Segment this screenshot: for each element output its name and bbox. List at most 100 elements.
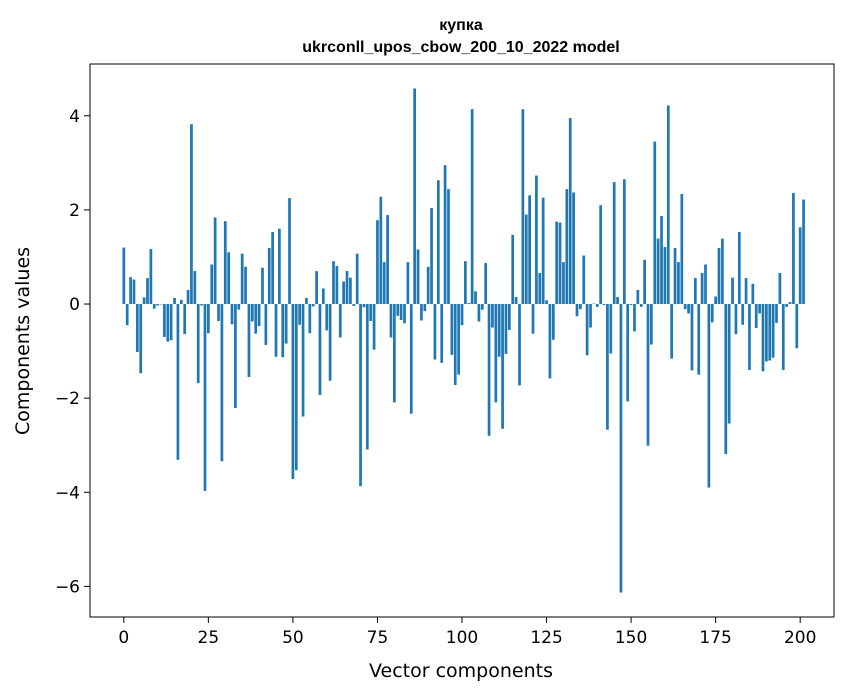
bar-99	[457, 304, 460, 375]
bar-27	[213, 217, 217, 305]
bar-75	[376, 220, 379, 305]
bar-71	[362, 304, 366, 308]
bar-126	[548, 304, 552, 379]
bar-182	[737, 232, 741, 305]
bar-44	[271, 232, 274, 305]
bar-17	[179, 299, 183, 305]
bar-38	[250, 304, 254, 322]
bar-198	[792, 192, 795, 305]
bar-79	[389, 304, 393, 338]
bar-74	[372, 304, 376, 350]
bar-92	[433, 304, 437, 360]
bar-177	[721, 238, 724, 305]
bar-103	[470, 109, 474, 305]
bar-120	[528, 195, 531, 305]
x-axis-label: Vector components	[369, 660, 553, 682]
bar-146	[616, 296, 619, 305]
bar-131	[565, 189, 569, 305]
bar-175	[714, 296, 717, 305]
bar-130	[562, 262, 565, 305]
bar-150	[629, 304, 633, 305]
bar-39	[254, 304, 258, 334]
x-tick-label: 50	[282, 628, 304, 648]
bar-56	[311, 304, 315, 307]
x-tick-label: 100	[446, 628, 478, 648]
bar-59	[321, 288, 325, 305]
bar-29	[220, 304, 224, 462]
bar-190	[765, 304, 768, 362]
bar-41	[261, 267, 264, 305]
bar-96	[447, 189, 450, 305]
bar-116	[514, 296, 518, 305]
bar-63	[335, 265, 339, 305]
bar-159	[660, 216, 663, 305]
bar-0	[122, 247, 126, 305]
bar-7	[146, 278, 149, 305]
bar-87	[416, 249, 420, 305]
bar-83	[403, 304, 406, 324]
bar-85	[409, 304, 413, 414]
bar-22	[196, 304, 200, 384]
bar-145	[612, 182, 616, 305]
bar-34	[237, 304, 241, 310]
bar-201	[802, 199, 805, 305]
bar-30	[223, 221, 227, 305]
bar-166	[683, 304, 687, 310]
bar-45	[274, 304, 278, 357]
bar-20	[190, 124, 193, 305]
bar-153	[639, 304, 643, 307]
bar-181	[734, 304, 738, 335]
bar-157	[653, 141, 657, 305]
x-tick-label: 75	[367, 628, 389, 648]
bar-24	[203, 304, 207, 491]
bar-36	[244, 266, 247, 305]
bar-168	[690, 304, 694, 371]
bar-64	[338, 304, 342, 338]
bar-151	[633, 304, 636, 332]
bar-169	[693, 278, 697, 305]
bar-33	[234, 304, 237, 409]
bar-110	[494, 304, 498, 403]
bar-118	[521, 109, 525, 305]
bar-158	[656, 238, 660, 305]
bar-series	[122, 88, 805, 593]
bar-100	[460, 304, 464, 326]
bar-14	[169, 304, 173, 341]
bar-42	[264, 304, 268, 345]
y-tick-label: 2	[69, 201, 80, 221]
bar-26	[210, 264, 214, 305]
bar-185	[748, 304, 751, 370]
bar-164	[677, 262, 680, 305]
bar-123	[538, 272, 542, 305]
bar-113	[504, 304, 508, 354]
bar-178	[724, 304, 728, 455]
x-tick-label: 150	[615, 628, 647, 648]
bar-108	[487, 304, 491, 436]
bar-9	[152, 304, 156, 309]
bar-48	[284, 304, 288, 344]
bar-171	[700, 272, 704, 305]
bar-112	[501, 304, 504, 429]
bar-107	[484, 263, 488, 305]
y-tick-label: −2	[55, 389, 80, 409]
bar-102	[467, 303, 471, 305]
bar-51	[294, 304, 298, 471]
bar-148	[622, 179, 626, 305]
bar-77	[382, 262, 386, 305]
bar-13	[166, 304, 170, 342]
bar-62	[332, 261, 335, 305]
bar-80	[393, 304, 396, 403]
chart-subtitle: ukrconll_upos_cbow_200_10_2022 model	[302, 39, 619, 56]
chart-title: купка	[439, 17, 483, 34]
bar-138	[589, 304, 592, 328]
bar-88	[420, 304, 423, 321]
x-tick-label: 175	[699, 628, 731, 648]
bar-58	[318, 304, 322, 395]
bar-32	[230, 304, 234, 325]
y-axis-label: Components values	[12, 247, 34, 435]
y-tick-label: −4	[55, 483, 80, 503]
bar-1	[125, 304, 129, 326]
bar-57	[315, 271, 318, 305]
bar-111	[497, 304, 501, 357]
